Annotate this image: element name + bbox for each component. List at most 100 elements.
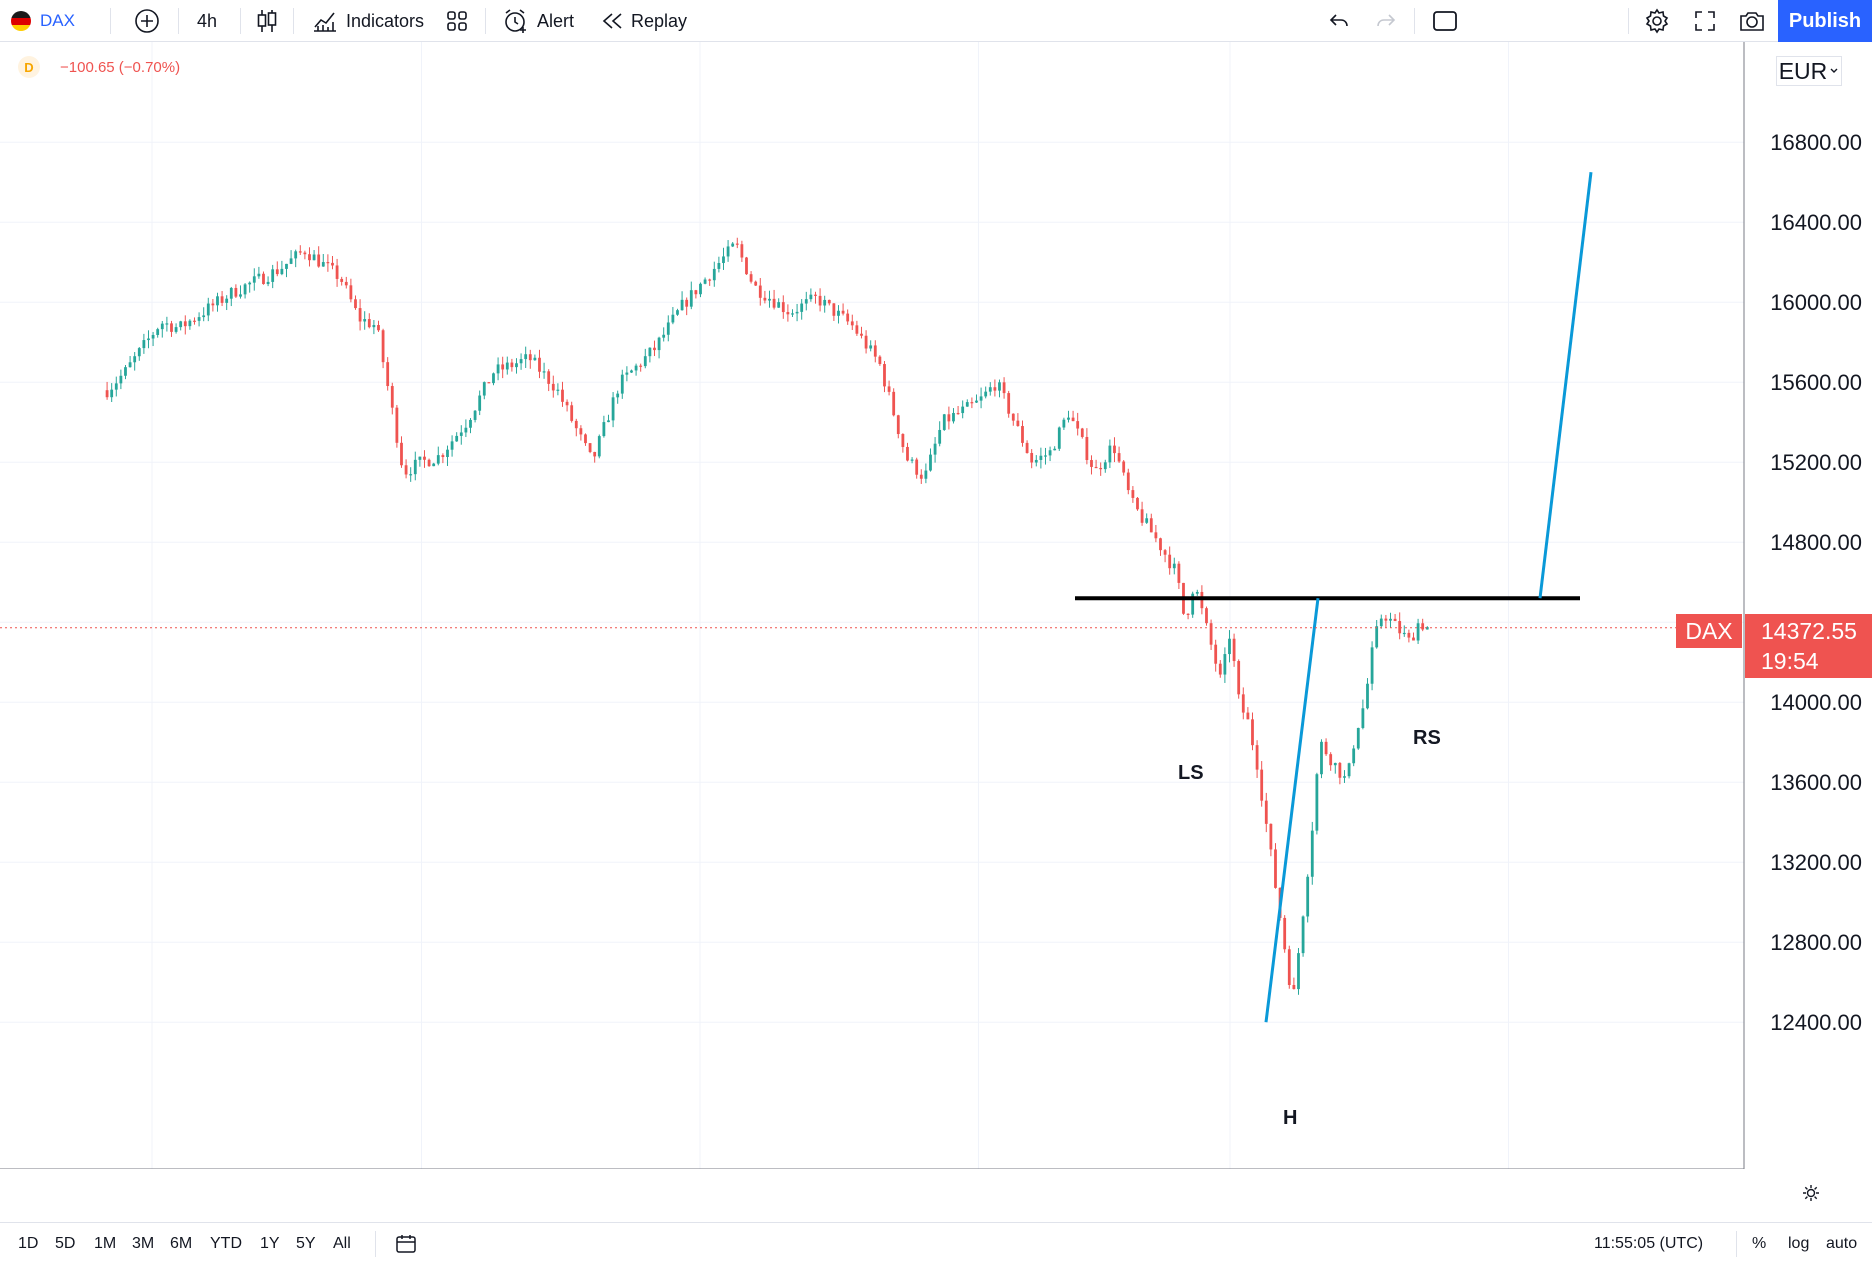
candle-body (280, 268, 284, 275)
expand-icon (1695, 11, 1715, 31)
candle-body (924, 470, 928, 479)
candle-body (749, 274, 753, 282)
candle-body (722, 256, 725, 264)
candle-body (938, 429, 942, 444)
candle-body (823, 299, 827, 306)
candle-body (597, 436, 601, 457)
range-ytd-button[interactable]: YTD (210, 1234, 242, 1252)
candle-body (1034, 459, 1038, 463)
percent-toggle[interactable]: % (1752, 1234, 1767, 1252)
projection-line-segment[interactable] (1264, 598, 1320, 1023)
candle-body (1283, 917, 1287, 950)
candle-body (768, 298, 771, 301)
replay-button[interactable]: Replay (601, 0, 687, 42)
publish-button[interactable]: Publish (1778, 0, 1872, 42)
candle-body (216, 296, 219, 306)
replay-label: Replay (631, 10, 688, 31)
axis-settings-icon[interactable] (1800, 1182, 1822, 1204)
candle-body (1209, 623, 1213, 645)
candle-body (1016, 420, 1020, 427)
candle-body (363, 319, 367, 322)
go-to-date-button[interactable] (395, 1223, 417, 1263)
candle-body (671, 314, 675, 323)
price-tick-label: 12400.00 (1770, 1010, 1862, 1035)
candle-body (492, 373, 495, 384)
price-tick-label: 14800.00 (1770, 530, 1862, 555)
last-price-symbol-tag: DAX (1676, 614, 1742, 648)
interval-label: 4h (197, 10, 218, 31)
candle-body (781, 302, 785, 313)
candle-body (542, 371, 546, 373)
candle-body (1315, 774, 1319, 831)
candle-body (450, 441, 454, 450)
snapshot-button[interactable] (1738, 0, 1766, 42)
candle-body (1274, 849, 1277, 888)
candle-body (1172, 563, 1176, 569)
projection-line-segment[interactable] (1538, 172, 1593, 599)
candle-body (961, 406, 965, 414)
undo-button[interactable] (1328, 0, 1350, 42)
divider (1414, 8, 1415, 34)
rewind-icon (602, 13, 622, 29)
chart-settings-button[interactable] (1644, 0, 1670, 42)
indicators-icon (314, 12, 336, 32)
candle-body (1131, 490, 1135, 498)
range-all-button[interactable]: All (333, 1234, 351, 1252)
range-3m-button[interactable]: 3M (132, 1234, 155, 1252)
range-5d-button[interactable]: 5D (55, 1234, 76, 1252)
candle-body (837, 310, 840, 316)
candle-body (887, 386, 891, 392)
chart-type-button[interactable] (255, 0, 279, 42)
price-tick-label: 16400.00 (1770, 210, 1862, 235)
redo-icon (1377, 14, 1396, 27)
alert-button[interactable]: Alert (503, 0, 574, 42)
candle-body (685, 299, 689, 307)
range-1d-button[interactable]: 1D (18, 1234, 39, 1252)
candle-body (409, 474, 413, 476)
range-5y-button[interactable]: 5Y (296, 1234, 316, 1252)
interval-button[interactable]: 4h (197, 0, 217, 42)
candle-body (676, 310, 679, 315)
layout-button[interactable] (446, 0, 468, 42)
candle-body (528, 354, 532, 361)
candles-icon (257, 10, 277, 32)
range-6m-button[interactable]: 6M (170, 1234, 193, 1252)
price-axis[interactable]: 16800.00 16400.00 16000.00 15600.00 15200.00… (1770, 130, 1862, 1035)
indicators-button[interactable]: Indicators (312, 0, 424, 42)
candle-body (377, 325, 380, 331)
candle-body (1393, 618, 1397, 622)
candle-body (593, 451, 597, 457)
candle-body (818, 295, 822, 306)
currency-selector[interactable]: EUR (1776, 56, 1842, 86)
candle-body (326, 262, 330, 264)
candle-body (906, 446, 909, 461)
range-1y-button[interactable]: 1Y (260, 1234, 280, 1252)
auto-toggle[interactable]: auto (1826, 1234, 1858, 1252)
candle-body (478, 395, 482, 411)
fullscreen-layout-button[interactable] (1432, 0, 1458, 42)
candle-body (800, 303, 804, 312)
candle-body (1057, 427, 1061, 449)
fullscreen-button[interactable] (1694, 0, 1716, 42)
candle-body (469, 419, 472, 428)
candle-body (1425, 627, 1429, 630)
candle-body (1044, 455, 1047, 457)
candle-body (998, 382, 1001, 391)
candle-body (1136, 497, 1139, 510)
divider (110, 8, 111, 34)
price-chart[interactable]: 16800.00 16400.00 16000.00 15600.00 15200.00… (0, 42, 1872, 1169)
clock-time[interactable]: 11:55:05 (UTC) (1594, 1234, 1704, 1252)
candle-body (1347, 763, 1351, 777)
candle-body (303, 252, 307, 255)
compare-button[interactable] (134, 0, 160, 42)
candle-body (1002, 382, 1006, 394)
candle-body (763, 297, 767, 301)
symbol-selector[interactable]: DAX (10, 0, 75, 42)
indicators-label: Indicators (346, 10, 425, 31)
redo-button[interactable] (1375, 0, 1397, 42)
candle-body (1159, 538, 1162, 551)
range-1m-button[interactable]: 1M (94, 1234, 117, 1252)
log-toggle[interactable]: log (1788, 1234, 1810, 1252)
candle-body (1412, 637, 1415, 641)
candle-body (892, 391, 896, 416)
